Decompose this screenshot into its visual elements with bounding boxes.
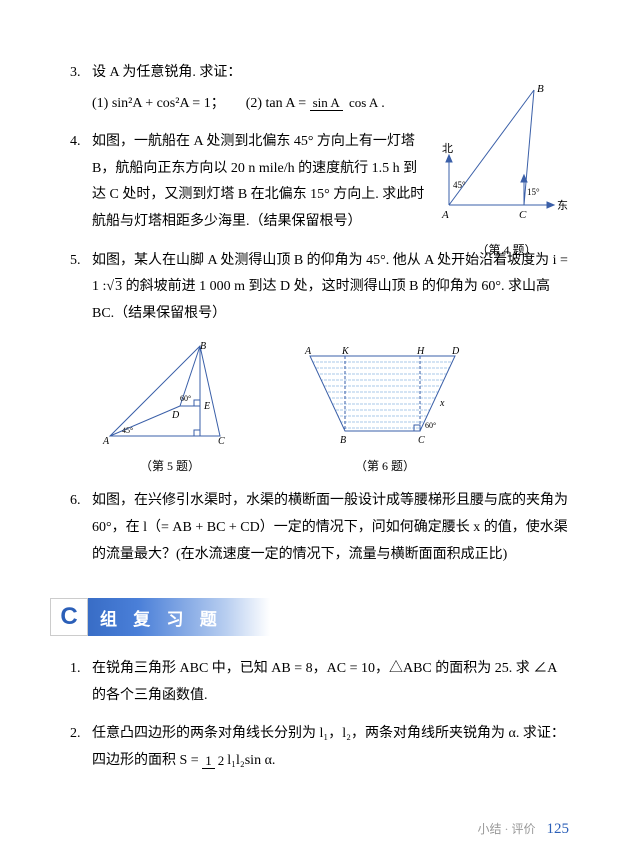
problem-number: 6. xyxy=(70,488,92,568)
problem-number: 4. xyxy=(70,129,92,235)
label-D: D xyxy=(451,346,460,357)
diagram-5-svg: A B C D E 45° 60° xyxy=(100,341,240,446)
sub-label: (2) xyxy=(246,96,262,111)
sub-prefix: tan A = xyxy=(266,96,310,111)
problem-content: 如图，一航船在 A 处测到北偏东 45° 方向上有一灯塔 B，航船向正东方向以 … xyxy=(92,129,429,235)
problem-content: 任意凸四边形的两条对角线长分别为 l₁，l₂，两条对角线所夹锐角为 α. 求证：… xyxy=(92,721,569,774)
sub-label: (1) xyxy=(92,96,108,111)
problem-content: 如图，在兴修引水渠时，水渠的横断面一般设计成等腰梯形且腰与底的夹角为 60°，在… xyxy=(92,488,569,568)
label-C: C xyxy=(418,435,425,446)
diagram-4-caption: （第 4 题） xyxy=(439,241,574,258)
footer-label: 小结 · 评价 xyxy=(478,822,536,836)
fraction: 12 xyxy=(202,754,227,768)
label-north: 北 xyxy=(442,142,453,155)
diagram-6: A K H D B C x 60° （第 6 题） xyxy=(300,341,470,474)
diagram-5-caption: （第 5 题） xyxy=(100,457,240,474)
sub-suffix: . xyxy=(381,96,385,111)
label-A: A xyxy=(304,346,312,357)
label-A: A xyxy=(441,209,449,221)
label-E: E xyxy=(203,401,210,412)
problem-6: 6. 如图，在兴修引水渠时，水渠的横断面一般设计成等腰梯形且腰与底的夹角为 60… xyxy=(70,488,569,568)
text-part2: l₁l₂sin α. xyxy=(227,753,275,768)
label-B: B xyxy=(200,341,206,352)
problem-content: 在锐角三角形 ABC 中，已知 AB = 8，AC = 10，△ABC 的面积为… xyxy=(92,656,569,709)
problem-c1: 1. 在锐角三角形 ABC 中，已知 AB = 8，AC = 10，△ABC 的… xyxy=(70,656,569,709)
page-footer: 小结 · 评价 125 xyxy=(478,820,570,838)
numerator: sin A xyxy=(310,95,343,111)
text-part1: 任意凸四边形的两条对角线长分别为 l₁，l₂，两条对角线所夹锐角为 α. 求证：… xyxy=(92,726,565,768)
label-H: H xyxy=(416,346,425,357)
diagram-5: A B C D E 45° 60° （第 5 题） xyxy=(100,341,240,474)
inline-diagrams: A B C D E 45° 60° （第 5 题） A K xyxy=(100,341,569,474)
section-header: C 组 复 习 题 xyxy=(50,598,270,636)
section-letter: C xyxy=(50,598,88,636)
sqrt-value: 3 xyxy=(114,279,122,294)
problem-number: 3. xyxy=(70,60,92,117)
label-K: K xyxy=(341,346,350,357)
diagram-6-caption: （第 6 题） xyxy=(300,457,470,474)
denominator: cos A xyxy=(346,95,381,110)
label-C: C xyxy=(519,209,527,221)
numerator: 1 xyxy=(202,753,215,769)
label-45: 45° xyxy=(122,426,133,435)
text-part2: 的斜坡前进 1 000 m 到达 D 处，这时测得山顶 B 的仰角为 60°. … xyxy=(92,279,550,321)
section-title: 组 复 习 题 xyxy=(88,605,223,630)
fraction: sin A cos A xyxy=(310,96,382,110)
problem-number: 2. xyxy=(70,721,92,774)
problem-5: 5. 如图，某人在山脚 A 处测得山顶 B 的仰角为 45°. 他从 A 处开始… xyxy=(70,248,569,328)
label-B: B xyxy=(340,435,346,446)
problem-number: 1. xyxy=(70,656,92,709)
diagram-6-svg: A K H D B C x 60° xyxy=(300,341,470,446)
problem-text: 设 A 为任意锐角. 求证： xyxy=(92,65,241,80)
label-x: x xyxy=(439,398,445,409)
label-45: 45° xyxy=(453,180,466,190)
diagram-4: A B C 北 东 45° 15° （第 4 题） xyxy=(439,80,574,258)
label-15: 15° xyxy=(527,187,540,197)
diagram-4-svg: A B C 北 东 45° 15° xyxy=(439,80,574,230)
problem-number: 5. xyxy=(70,248,92,328)
problem-c2: 2. 任意凸四边形的两条对角线长分别为 l₁，l₂，两条对角线所夹锐角为 α. … xyxy=(70,721,569,774)
problem-content: 如图，某人在山脚 A 处测得山顶 B 的仰角为 45°. 他从 A 处开始沿着坡… xyxy=(92,248,569,328)
denominator: 2 xyxy=(215,753,228,768)
label-east: 东 xyxy=(557,199,568,212)
page-number: 125 xyxy=(547,821,570,837)
label-D: D xyxy=(171,410,180,421)
sub-expr: sin²A + cos²A = 1； xyxy=(112,96,225,111)
label-60: 60° xyxy=(180,394,191,403)
label-A: A xyxy=(102,436,110,446)
label-60: 60° xyxy=(425,421,436,430)
label-B: B xyxy=(537,83,544,95)
label-C: C xyxy=(218,436,225,446)
